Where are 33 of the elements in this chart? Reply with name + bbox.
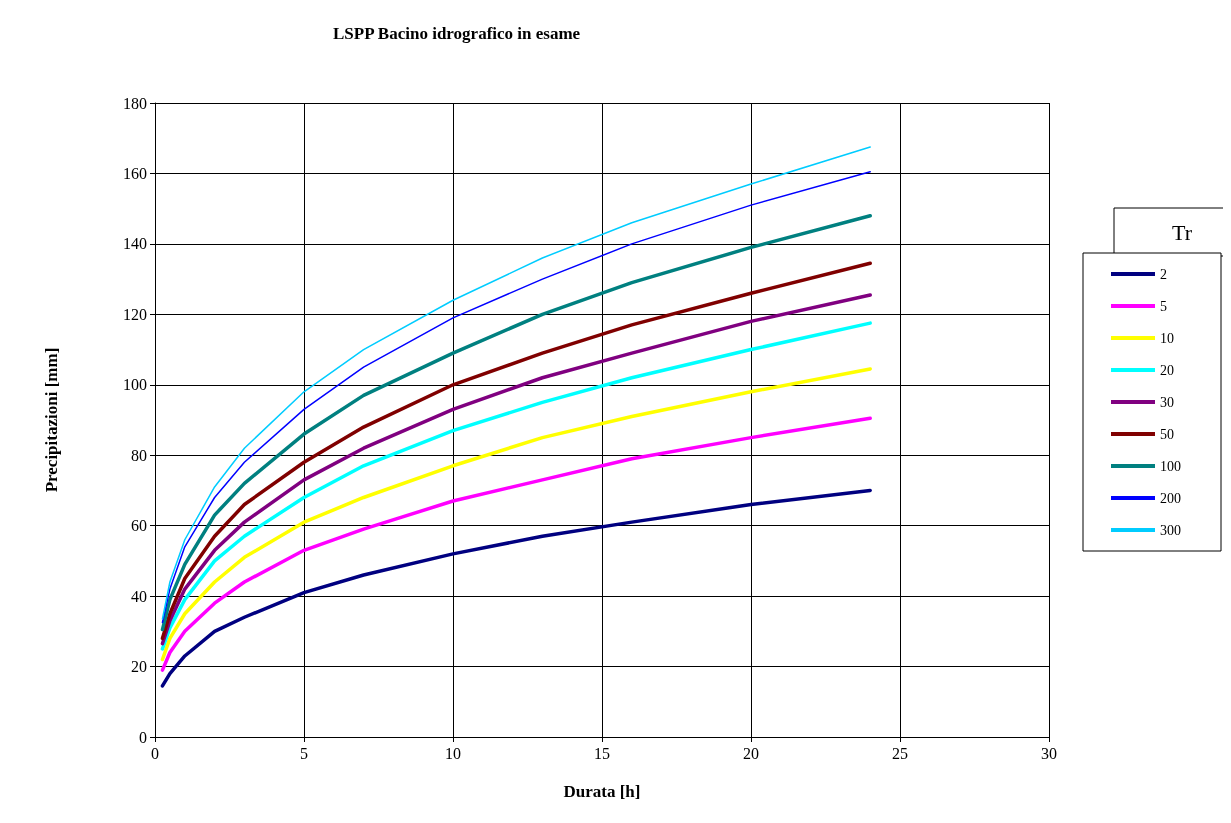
y-tick-label: 140	[123, 235, 147, 253]
y-tick-label: 100	[123, 376, 147, 394]
x-tick-label: 0	[151, 744, 159, 762]
x-tick-label: 10	[445, 744, 461, 762]
x-tick-label: 5	[300, 744, 308, 762]
y-tick-label: 160	[123, 164, 147, 182]
line-series	[160, 488, 872, 688]
legend-label: 30	[1160, 394, 1174, 410]
legend-title: Tr	[1172, 219, 1193, 245]
legend-label: 100	[1160, 458, 1181, 474]
y-tick-label: 80	[131, 446, 147, 464]
line-series	[160, 367, 872, 662]
line-series	[160, 416, 872, 672]
legend-label: 20	[1160, 362, 1174, 378]
y-axis-title: Precipitazioni [mm]	[42, 347, 61, 493]
y-tick-label: 40	[131, 587, 147, 605]
x-axis-title: Durata [h]	[563, 782, 641, 801]
y-tick-label: 180	[123, 94, 147, 112]
y-tick-label: 20	[131, 658, 147, 676]
x-tick-label: 25	[892, 744, 908, 762]
chart-title: LSPP Bacino idrografico in esame	[333, 24, 581, 43]
y-tick-label: 0	[139, 728, 147, 746]
y-tick-label: 60	[131, 517, 147, 535]
legend-label: 300	[1160, 522, 1181, 538]
legend-label: 5	[1160, 298, 1167, 314]
x-tick-label: 30	[1041, 744, 1057, 762]
x-tick-label: 15	[594, 744, 610, 762]
x-tick-label: 20	[743, 744, 759, 762]
legend-label: 50	[1160, 426, 1174, 442]
legend-label: 10	[1160, 330, 1174, 346]
y-tick-label: 120	[123, 305, 147, 323]
legend-label: 2	[1160, 266, 1167, 282]
legend-label: 200	[1160, 490, 1181, 506]
